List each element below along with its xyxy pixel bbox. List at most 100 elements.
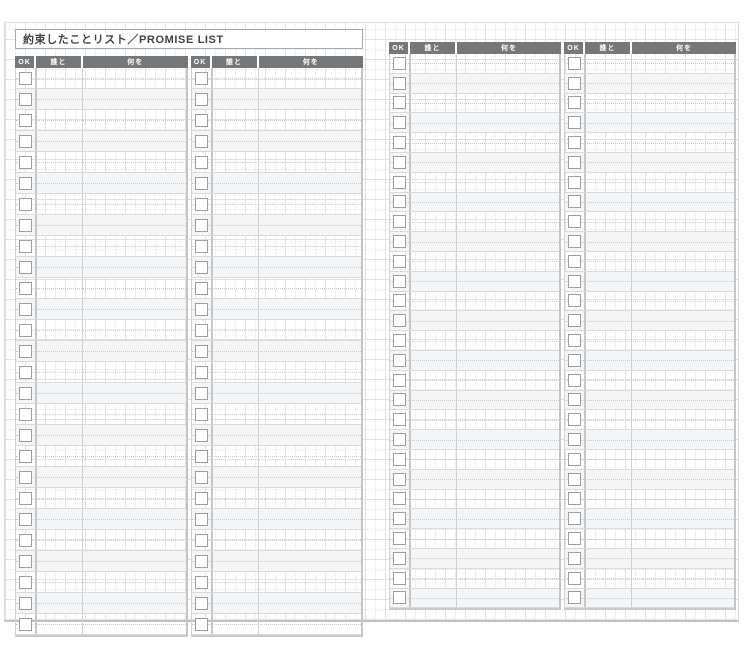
what-cell[interactable] xyxy=(83,593,186,613)
promise-checkbox[interactable] xyxy=(568,56,581,70)
who-cell[interactable] xyxy=(586,588,632,608)
who-cell[interactable] xyxy=(586,271,632,291)
who-cell[interactable] xyxy=(37,383,83,403)
promise-checkbox[interactable] xyxy=(393,393,406,407)
who-cell[interactable] xyxy=(411,430,457,449)
who-cell[interactable] xyxy=(213,194,259,214)
what-cell[interactable] xyxy=(259,593,362,613)
who-cell[interactable] xyxy=(213,362,259,382)
promise-checkbox[interactable] xyxy=(393,314,406,328)
what-cell[interactable] xyxy=(457,193,559,212)
what-cell[interactable] xyxy=(259,488,362,508)
what-cell[interactable] xyxy=(259,341,362,361)
promise-checkbox[interactable] xyxy=(194,176,208,190)
what-cell[interactable] xyxy=(457,529,559,548)
what-cell[interactable] xyxy=(259,509,362,529)
who-cell[interactable] xyxy=(411,113,457,133)
what-cell[interactable] xyxy=(83,530,186,550)
what-cell[interactable] xyxy=(632,569,734,588)
promise-checkbox[interactable] xyxy=(568,294,581,308)
who-cell[interactable] xyxy=(37,530,83,550)
promise-checkbox[interactable] xyxy=(393,452,406,466)
promise-checkbox[interactable] xyxy=(393,512,406,526)
who-cell[interactable] xyxy=(411,212,457,232)
who-cell[interactable] xyxy=(213,383,259,403)
what-cell[interactable] xyxy=(632,113,734,132)
what-cell[interactable] xyxy=(83,278,186,298)
what-cell[interactable] xyxy=(83,614,186,634)
who-cell[interactable] xyxy=(586,172,632,192)
what-cell[interactable] xyxy=(259,425,362,445)
promise-checkbox[interactable] xyxy=(393,136,406,150)
promise-checkbox[interactable] xyxy=(568,175,581,189)
promise-checkbox[interactable] xyxy=(19,365,32,379)
who-cell[interactable] xyxy=(37,257,83,277)
who-cell[interactable] xyxy=(213,593,259,613)
what-cell[interactable] xyxy=(259,446,362,466)
who-cell[interactable] xyxy=(411,588,457,608)
who-cell[interactable] xyxy=(37,278,83,298)
promise-checkbox[interactable] xyxy=(19,71,32,85)
promise-checkbox[interactable] xyxy=(19,386,32,400)
promise-checkbox[interactable] xyxy=(194,134,208,148)
who-cell[interactable] xyxy=(586,410,632,430)
promise-checkbox[interactable] xyxy=(568,235,581,249)
who-cell[interactable] xyxy=(586,370,632,390)
who-cell[interactable] xyxy=(586,212,632,232)
who-cell[interactable] xyxy=(213,404,259,424)
who-cell[interactable] xyxy=(37,131,83,151)
what-cell[interactable] xyxy=(632,589,734,608)
promise-checkbox[interactable] xyxy=(393,591,406,605)
promise-checkbox[interactable] xyxy=(19,575,32,589)
who-cell[interactable] xyxy=(213,236,259,256)
promise-checkbox[interactable] xyxy=(19,239,32,253)
promise-checkbox[interactable] xyxy=(194,113,208,127)
promise-checkbox[interactable] xyxy=(568,532,581,546)
who-cell[interactable] xyxy=(411,93,457,113)
promise-checkbox[interactable] xyxy=(194,92,208,106)
who-cell[interactable] xyxy=(37,425,83,445)
what-cell[interactable] xyxy=(83,131,186,151)
what-cell[interactable] xyxy=(632,509,734,528)
promise-checkbox[interactable] xyxy=(393,571,406,585)
what-cell[interactable] xyxy=(259,404,362,424)
promise-checkbox[interactable] xyxy=(19,533,32,547)
who-cell[interactable] xyxy=(37,89,83,109)
who-cell[interactable] xyxy=(586,113,632,133)
what-cell[interactable] xyxy=(259,68,362,88)
promise-checkbox[interactable] xyxy=(19,218,32,232)
who-cell[interactable] xyxy=(411,311,457,331)
what-cell[interactable] xyxy=(457,252,559,271)
who-cell[interactable] xyxy=(411,529,457,548)
who-cell[interactable] xyxy=(411,152,457,172)
promise-checkbox[interactable] xyxy=(19,260,32,274)
promise-checkbox[interactable] xyxy=(393,551,406,565)
what-cell[interactable] xyxy=(83,194,186,214)
what-cell[interactable] xyxy=(83,110,186,130)
what-cell[interactable] xyxy=(457,272,559,291)
who-cell[interactable] xyxy=(411,291,457,311)
who-cell[interactable] xyxy=(586,133,632,152)
promise-checkbox[interactable] xyxy=(393,235,406,249)
who-cell[interactable] xyxy=(586,350,632,370)
what-cell[interactable] xyxy=(83,341,186,361)
promise-checkbox[interactable] xyxy=(568,76,581,90)
who-cell[interactable] xyxy=(37,215,83,235)
what-cell[interactable] xyxy=(259,236,362,256)
who-cell[interactable] xyxy=(213,509,259,529)
who-cell[interactable] xyxy=(411,73,457,93)
promise-checkbox[interactable] xyxy=(194,155,208,169)
promise-checkbox[interactable] xyxy=(19,197,32,211)
what-cell[interactable] xyxy=(83,509,186,529)
what-cell[interactable] xyxy=(632,272,734,291)
who-cell[interactable] xyxy=(411,548,457,568)
what-cell[interactable] xyxy=(259,173,362,193)
what-cell[interactable] xyxy=(83,152,186,172)
what-cell[interactable] xyxy=(457,133,559,152)
what-cell[interactable] xyxy=(457,509,559,528)
promise-checkbox[interactable] xyxy=(19,323,32,337)
promise-checkbox[interactable] xyxy=(194,533,208,547)
what-cell[interactable] xyxy=(83,488,186,508)
promise-checkbox[interactable] xyxy=(19,176,32,190)
who-cell[interactable] xyxy=(37,320,83,340)
